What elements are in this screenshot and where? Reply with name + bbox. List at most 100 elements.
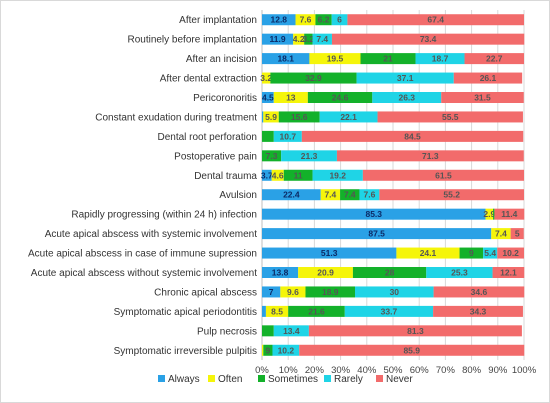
data-label: 34.6 <box>471 287 488 297</box>
data-label: 33.7 <box>381 306 398 316</box>
bar-segment <box>295 14 316 26</box>
bar-segment <box>262 72 271 84</box>
bar-segment <box>441 92 524 103</box>
data-label: 51.3 <box>321 248 338 258</box>
data-label: 25.3 <box>451 268 468 278</box>
category-labels: After implantation Routinely before impla… <box>28 15 257 357</box>
bar-segment <box>262 92 274 103</box>
bar-segment <box>283 169 313 181</box>
bar-segment <box>485 208 494 220</box>
data-label: 31.5 <box>474 93 491 103</box>
data-label: 4.5 <box>262 93 274 103</box>
bar-segment <box>262 247 397 259</box>
bar-segment <box>379 189 524 201</box>
bar-segment <box>272 344 300 356</box>
data-label: 11.4 <box>501 209 517 219</box>
data-label: 7 <box>269 287 274 297</box>
x-tick-label: 50% <box>383 365 403 376</box>
bar-segment <box>377 111 523 123</box>
data-label: 5.4 <box>484 248 496 258</box>
data-label: 22.4 <box>283 190 300 200</box>
bar-segment <box>340 189 360 201</box>
legend-swatch <box>158 375 165 382</box>
bar-segment <box>315 14 332 26</box>
data-label: 10.7 <box>280 131 297 141</box>
bar-segment <box>493 208 495 220</box>
bar-segment <box>298 267 353 278</box>
category-label: After an incision <box>186 54 257 65</box>
bar-segment <box>278 111 320 123</box>
bar-segment <box>262 189 321 201</box>
data-label: 19.5 <box>327 54 344 64</box>
legend-label: Often <box>218 374 242 385</box>
data-label: 37.1 <box>397 73 414 83</box>
data-label: 9.6 <box>287 287 299 297</box>
bar-segment <box>288 305 345 317</box>
data-label: 55.2 <box>443 190 460 200</box>
data-label: 34.3 <box>470 306 487 316</box>
bar-segment <box>319 111 378 123</box>
bar-segment <box>271 169 284 181</box>
x-tick-label: 20% <box>305 365 325 376</box>
data-label: 13.4 <box>283 326 300 336</box>
category-label: Routinely before implantation <box>127 35 257 46</box>
data-label: 18.1 <box>277 54 294 64</box>
bar-segment <box>308 325 522 337</box>
bar-segment <box>305 286 356 298</box>
bar-segment <box>494 208 525 220</box>
data-label: 26.3 <box>398 93 415 103</box>
bar-segment <box>281 150 337 162</box>
category-label: Postoperative pain <box>174 151 257 162</box>
legend-swatch <box>324 375 331 382</box>
data-label: 7.6 <box>364 190 376 200</box>
bar-segment <box>263 111 279 123</box>
category-label: Acute apical abscess with systemic invol… <box>45 229 258 240</box>
bar-segment <box>280 286 306 298</box>
bar-segment <box>262 130 274 142</box>
legend-label: Never <box>386 374 413 385</box>
data-label: 3.2 <box>260 73 272 83</box>
x-tick-label: 90% <box>488 365 508 376</box>
bar-segment <box>356 72 454 84</box>
data-label: 9 <box>266 345 271 355</box>
data-label: 15.6 <box>291 112 308 122</box>
x-tick-label: 10% <box>279 365 299 376</box>
category-label: Pericoronoritis <box>193 93 257 104</box>
x-tick-label: 30% <box>331 365 351 376</box>
legend-swatch <box>208 375 215 382</box>
bar-segment <box>262 169 272 181</box>
data-label: 8.5 <box>271 306 283 316</box>
bar-segment <box>307 92 373 103</box>
x-axis-ticks: 0% 10% 20% 30% 40% 50% 60% 70% 80% 90% 100% <box>255 365 537 376</box>
data-label: 9 <box>469 248 474 258</box>
data-label: 55.5 <box>442 112 459 122</box>
data-label: 7.3 <box>266 151 278 161</box>
bar-segment <box>262 33 294 45</box>
data-label: 32.9 <box>305 73 322 83</box>
bar-segment <box>320 189 341 201</box>
bar-segment <box>433 286 525 298</box>
bar-segment <box>262 111 264 123</box>
data-label: 4.6 <box>272 170 284 180</box>
bar-segment <box>262 267 299 278</box>
bar-segment <box>360 53 416 65</box>
x-tick-label: 60% <box>410 365 430 376</box>
bar-segment <box>270 72 357 84</box>
bar-segment <box>312 169 363 181</box>
bar-segment <box>459 247 484 259</box>
data-label: 21.3 <box>301 151 318 161</box>
bar-segment <box>426 267 493 278</box>
bar-segment <box>262 53 310 65</box>
data-label: 4.2 <box>293 34 305 44</box>
data-label: 30 <box>390 287 400 297</box>
bar-segment <box>262 305 266 317</box>
bar-segment <box>262 228 492 240</box>
data-label: 12.1 <box>500 268 517 278</box>
bar-segment <box>453 72 523 84</box>
bar-segment <box>273 130 302 142</box>
data-label: 85.3 <box>365 209 382 219</box>
bar-segment <box>262 14 296 26</box>
data-label: 22.1 <box>340 112 357 122</box>
legend-swatch <box>258 375 265 382</box>
data-label: 7.6 <box>300 15 312 25</box>
